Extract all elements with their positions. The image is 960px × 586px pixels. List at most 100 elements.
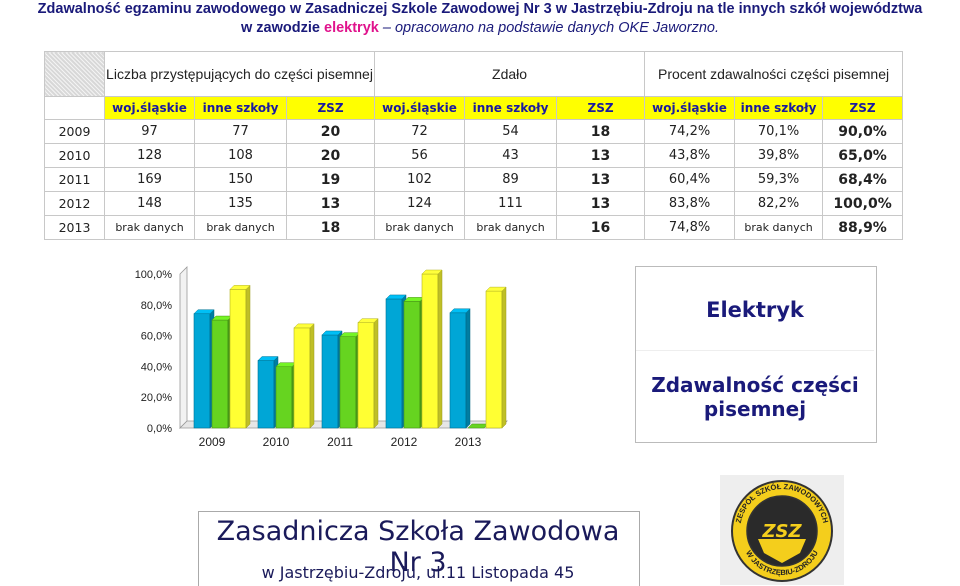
bar-front <box>421 273 439 429</box>
bar-2011-series-2 <box>339 332 361 429</box>
table-group-header-row: Liczba przystępujących do części pisemne… <box>44 51 904 97</box>
header-line-2-prefix: w zawodzie <box>241 20 324 36</box>
y-tick-label: 20,0% <box>141 392 172 404</box>
legend-panel <box>635 266 877 443</box>
subheader-cell: woj.śląskie <box>374 96 466 120</box>
bar-top <box>449 308 471 314</box>
logo-center-text: ZSZ <box>761 521 802 542</box>
chart-side-wall <box>179 266 188 429</box>
table-cell: 13 <box>556 143 646 168</box>
bar-top <box>193 309 215 314</box>
bar-2011-series-1 <box>321 330 343 429</box>
bar-top <box>357 318 379 323</box>
bar-2013-series-3 <box>485 286 507 429</box>
table-cell: 108 <box>194 143 287 168</box>
table-cell: 124 <box>374 191 466 216</box>
bar-front <box>339 336 357 429</box>
subheader-cell: inne szkoły <box>464 96 558 120</box>
legend-separator <box>636 350 874 354</box>
bar-2012-series-3 <box>421 269 443 429</box>
bar-side <box>373 318 379 429</box>
table-cell: brak danych <box>194 215 287 240</box>
footer-frame <box>198 511 640 586</box>
table-cell: 65,0% <box>822 143 904 168</box>
bar-side <box>501 286 507 429</box>
bar-front <box>275 366 293 429</box>
bar-front <box>321 334 339 429</box>
bar-2012-series-2 <box>403 296 425 429</box>
bar-2010-series-1 <box>257 355 279 429</box>
group-header-participants: Liczba przystępujących do części pisemne… <box>103 51 376 97</box>
bar-side <box>309 323 315 429</box>
table-cell: 20 <box>285 143 376 168</box>
table-row: 2012 148 135 13 124 111 13 83,8% 82,2% 100,0% <box>44 191 904 216</box>
table-cell: 74,8% <box>644 215 736 240</box>
bar-front <box>403 301 421 429</box>
table-cell: 90,0% <box>822 119 904 144</box>
school-address: w Jastrzębiu-Zdroju, ul.11 Listopada 45 <box>261 563 575 582</box>
x-tick-label: 2009 <box>199 435 226 449</box>
table-cell: brak danych <box>734 215 824 240</box>
table-cell: 82,2% <box>734 191 824 216</box>
table-body: 2009 97 77 20 72 54 18 74,2% 70,1% 90,0% 2010 128 10… <box>44 119 904 240</box>
table-cell: 13 <box>556 167 646 192</box>
group-header-passed: Zdało <box>374 51 646 97</box>
bar-front <box>357 322 375 429</box>
bar-top <box>293 323 315 329</box>
table-corner-sub <box>44 96 105 120</box>
legend-title: Elektryk <box>706 298 804 322</box>
header-line-2: w zawodzie elektryk – opracowano na pods… <box>0 19 960 38</box>
bar-front <box>257 360 275 429</box>
subheader-cell: ZSZ <box>556 96 646 120</box>
table-cell: 18 <box>556 119 646 144</box>
table-cell: 60,4% <box>644 167 736 192</box>
header-line-2-suffix: – opracowano na podstawie danych OKE Jaw… <box>378 20 719 36</box>
bar-2010-series-3 <box>293 323 315 429</box>
subheader-cell: ZSZ <box>822 96 904 120</box>
bar-top <box>257 356 279 361</box>
bar-front <box>229 289 247 429</box>
school-name: Zasadnicza Szkoła Zawodowa Nr 3 <box>216 516 620 578</box>
bar-2009-series-2 <box>211 315 233 429</box>
page-header: Zdawalność egzaminu zawodowego w Zasadni… <box>0 0 960 38</box>
table-cell: 102 <box>374 167 466 192</box>
row-year: 2013 <box>44 215 105 240</box>
bar-top <box>485 286 507 292</box>
school-logo: ZESPÓŁ SZKÓŁ ZAWODOWYCH W JASTRZĘBIU-ZDR… <box>720 475 844 585</box>
results-table: Liczba przystępujących do części pisemne… <box>44 51 904 240</box>
table-cell: 56 <box>374 143 466 168</box>
bar-2013-series-1 <box>449 308 471 429</box>
table-cell: 68,4% <box>822 167 904 192</box>
bar-top <box>321 330 343 336</box>
table-row: 2010 128 108 20 56 43 13 43,8% 39,8% 65,0% <box>44 143 904 168</box>
table-cell: 150 <box>194 167 287 192</box>
bar-front <box>193 313 211 429</box>
bar-front <box>385 298 403 429</box>
bar-top <box>421 269 443 275</box>
table-cell: 19 <box>285 167 376 192</box>
subheader-cell: woj.śląskie <box>104 96 195 120</box>
bar-front <box>211 319 229 429</box>
header-accent-profession: elektryk <box>324 20 379 36</box>
bar-2009-series-3 <box>229 284 251 429</box>
table-cell: 39,8% <box>734 143 824 168</box>
y-tick-label: 60,0% <box>141 331 172 343</box>
y-tick-label: 40,0% <box>141 361 172 373</box>
x-tick-label: 2011 <box>327 435 353 449</box>
table-cell: 88,9% <box>822 215 904 240</box>
table-cell: 70,1% <box>734 119 824 144</box>
bar-2011-series-3 <box>357 318 379 429</box>
table-cell: 100,0% <box>822 191 904 216</box>
bar-front <box>293 327 311 429</box>
bar-front <box>449 312 467 429</box>
bar-2009-series-1 <box>193 309 215 429</box>
y-tick-label: 100,0% <box>135 269 173 281</box>
legend-subtitle: Zdawalność części pisemnej <box>651 373 859 421</box>
x-tick-label: 2012 <box>391 435 418 449</box>
header-line-1: Zdawalność egzaminu zawodowego w Zasadni… <box>37 1 923 17</box>
table-cell: 83,8% <box>644 191 736 216</box>
x-tick-label: 2013 <box>455 435 482 449</box>
subheader-cell: inne szkoły <box>734 96 824 120</box>
bar-side <box>437 269 443 429</box>
subheader-cell: ZSZ <box>285 96 376 120</box>
